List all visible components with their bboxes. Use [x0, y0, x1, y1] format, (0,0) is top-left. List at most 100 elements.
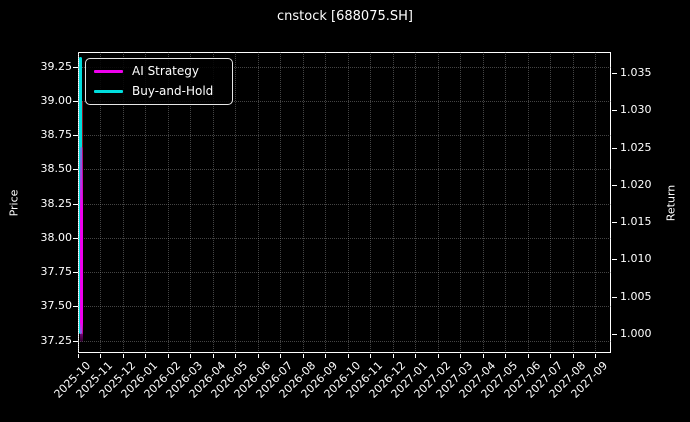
gridline-vertical: [392, 52, 394, 353]
x-tickmark: [594, 354, 596, 358]
x-tickmark: [257, 354, 259, 358]
y-axis-label-price: Price: [7, 189, 21, 217]
y-left-tickmark: [73, 203, 78, 205]
gridline-vertical: [437, 52, 439, 353]
x-tickmark: [392, 354, 394, 358]
gridline-vertical: [347, 52, 349, 353]
price-tick-label: 38.00: [40, 230, 73, 244]
y-left-tickmark: [73, 272, 78, 273]
gridline-horizontal: [78, 169, 611, 171]
legend-label-ai-strategy: AI Strategy: [132, 64, 199, 78]
buy-and-hold-line-swatch: [94, 90, 123, 93]
price-tick-label: 37.25: [40, 333, 73, 347]
gridline-horizontal: [78, 237, 611, 239]
gridline-horizontal: [78, 100, 611, 102]
return-tick-label: 1.000: [620, 326, 652, 340]
gridline-vertical: [527, 52, 529, 353]
return-tick-label: 1.030: [620, 103, 652, 117]
y-left-tickmark: [73, 169, 78, 171]
chart-title: cnstock [688075.SH]: [277, 9, 413, 24]
gridline-vertical: [167, 52, 169, 353]
x-tickmark: [325, 354, 327, 358]
x-tickmark: [437, 354, 439, 358]
y-left-tickmark: [73, 306, 78, 308]
legend-item-ai-strategy: AI Strategy: [94, 65, 220, 78]
x-tickmark: [505, 354, 507, 358]
plot-area: [78, 52, 611, 353]
gridline-horizontal: [78, 135, 611, 136]
gridline-vertical: [257, 52, 259, 353]
gridline-horizontal: [78, 203, 611, 205]
price-tick-label: 38.25: [40, 196, 73, 210]
x-tickmark: [415, 354, 417, 358]
gridline-vertical: [550, 52, 552, 353]
return-tick-label: 1.010: [620, 252, 652, 266]
x-tickmark: [235, 354, 237, 358]
x-tickmark: [302, 354, 304, 358]
gridline-vertical: [235, 52, 237, 353]
x-tickmark: [370, 354, 372, 358]
gridline-vertical: [122, 52, 124, 353]
x-tickmark: [145, 354, 147, 358]
x-tickmark: [572, 354, 574, 358]
gridline-vertical: [370, 52, 372, 353]
return-tick-label: 1.035: [620, 66, 652, 79]
y-right-tickmark: [612, 222, 617, 224]
y-axis-label-return: Return: [664, 184, 678, 222]
gridline-vertical: [190, 52, 192, 353]
y-left-tickmark: [73, 340, 78, 342]
y-left-tickmark: [73, 100, 78, 102]
gridline-vertical: [78, 52, 79, 353]
y-right-tickmark: [612, 333, 617, 335]
gridline-vertical: [572, 52, 574, 353]
return-tick-label: 1.020: [620, 177, 652, 191]
ai-strategy-line: [80, 147, 83, 342]
y-left-tickmark: [73, 237, 78, 239]
y-right-tickmark: [612, 147, 617, 149]
price-tick-label: 39.25: [40, 59, 73, 73]
gridline-vertical: [482, 52, 484, 353]
gridline-horizontal: [78, 66, 611, 68]
gridline-vertical: [415, 52, 417, 353]
x-tickmark: [482, 354, 484, 358]
gridline-vertical: [280, 52, 282, 353]
x-tickmark: [460, 354, 462, 358]
price-tick-label: 38.50: [40, 162, 73, 176]
price-tick-label: 39.00: [40, 93, 73, 107]
gridline-vertical: [325, 52, 327, 353]
gridline-horizontal: [78, 340, 611, 342]
y-left-tickmark: [73, 135, 78, 136]
x-tickmark: [190, 354, 192, 358]
y-right-tickmark: [612, 110, 617, 112]
price-tick-label: 37.50: [40, 299, 73, 313]
x-tickmark: [527, 354, 529, 358]
y-right-tickmark: [612, 296, 617, 298]
gridline-vertical: [145, 52, 147, 353]
y-right-tickmark: [612, 259, 617, 261]
x-tickmark: [212, 354, 214, 358]
y-right-tickmark: [612, 73, 617, 74]
gridline-horizontal: [78, 272, 611, 273]
x-tickmark: [100, 354, 102, 358]
return-tick-label: 1.005: [620, 289, 652, 303]
gridline-horizontal: [78, 306, 611, 308]
x-tickmark: [347, 354, 349, 358]
y-right-tickmark: [612, 184, 617, 186]
x-tickmark: [167, 354, 169, 358]
gridline-vertical: [594, 52, 596, 353]
gridline-vertical: [505, 52, 507, 353]
legend-item-buy-and-hold: Buy-and-Hold: [94, 85, 220, 98]
gridline-vertical: [100, 52, 102, 353]
y-left-tickmark: [73, 66, 78, 68]
legend: AI Strategy Buy-and-Hold: [85, 58, 233, 105]
price-tick-label: 38.75: [40, 128, 73, 141]
gridline-vertical: [212, 52, 214, 353]
x-tickmark: [122, 354, 124, 358]
price-tick-label: 37.75: [40, 265, 73, 278]
x-tickmark: [78, 354, 79, 358]
return-tick-label: 1.025: [620, 140, 652, 154]
ai-strategy-line-swatch: [94, 70, 123, 73]
gridline-vertical: [302, 52, 304, 353]
legend-label-buy-and-hold: Buy-and-Hold: [132, 84, 214, 98]
